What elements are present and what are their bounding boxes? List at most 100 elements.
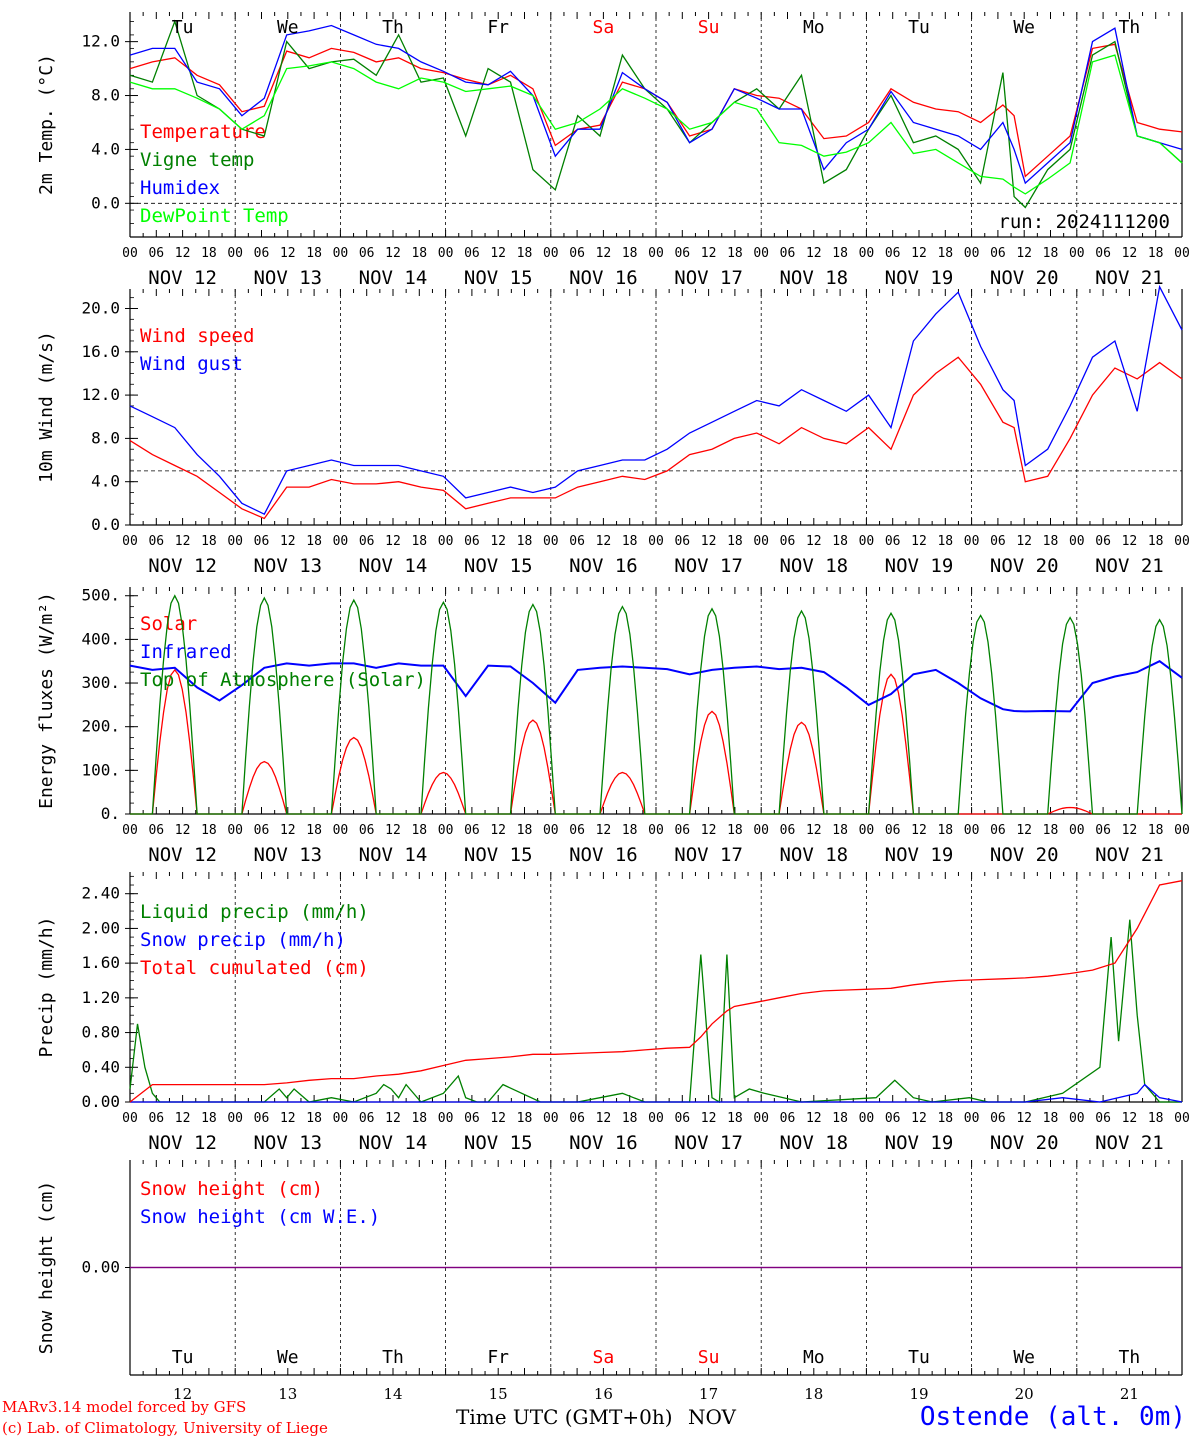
hour-tick-label: 18 bbox=[306, 823, 322, 838]
date-label: NOV 19 bbox=[885, 267, 954, 289]
hour-tick-label: 18 bbox=[622, 823, 638, 838]
date-label: NOV 17 bbox=[674, 267, 743, 289]
hour-tick-label: 12 bbox=[701, 246, 717, 261]
hour-tick-label: 06 bbox=[569, 1111, 585, 1126]
y-axis-label: 10m Wind (m/s) bbox=[36, 331, 57, 483]
month-label: NOV bbox=[688, 1405, 736, 1429]
hour-tick-label: 00 bbox=[1174, 823, 1190, 838]
date-label: NOV 18 bbox=[779, 844, 848, 866]
hour-tick-label: 06 bbox=[359, 246, 375, 261]
hour-tick-label: 00 bbox=[648, 1111, 664, 1126]
legend-entry: Total cumulated (cm) bbox=[140, 957, 369, 979]
date-label: NOV 13 bbox=[253, 844, 322, 866]
panel-5: 0.00 Snow height (cm) Snow height (cm) Snow… bbox=[36, 1160, 1183, 1403]
y-tick-label: 1.60 bbox=[81, 953, 120, 972]
hour-tick-label: 18 bbox=[201, 246, 217, 261]
hour-tick-label: 00 bbox=[438, 823, 454, 838]
hour-tick-label: 12 bbox=[596, 534, 612, 549]
hour-tick-label: 06 bbox=[254, 1111, 270, 1126]
hour-tick-label: 00 bbox=[1174, 534, 1190, 549]
hour-tick-label: 18 bbox=[832, 1111, 848, 1126]
hour-tick-label: 00 bbox=[1069, 246, 1085, 261]
date-label: NOV 21 bbox=[1095, 1132, 1164, 1154]
y-tick-label: 16.0 bbox=[81, 342, 120, 361]
hour-tick-label: 06 bbox=[1095, 1111, 1111, 1126]
hour-tick-label: 00 bbox=[753, 1111, 769, 1126]
hour-tick-label: 00 bbox=[859, 246, 875, 261]
hour-tick-label: 00 bbox=[122, 534, 138, 549]
station-label: Ostende (alt. 0m) bbox=[919, 1402, 1186, 1432]
y-tick-label: 2.00 bbox=[81, 918, 120, 937]
day-of-week-label: Th bbox=[382, 1347, 404, 1368]
hour-tick-label: 12 bbox=[490, 823, 506, 838]
hour-tick-label: 00 bbox=[859, 1111, 875, 1126]
date-label: NOV 15 bbox=[464, 555, 533, 577]
hour-tick-label: 00 bbox=[1174, 1111, 1190, 1126]
hour-tick-label: 00 bbox=[859, 823, 875, 838]
date-label: NOV 13 bbox=[253, 555, 322, 577]
hour-tick-label: 12 bbox=[280, 1111, 296, 1126]
hour-tick-label: 00 bbox=[1174, 246, 1190, 261]
y-tick-label: 4.0 bbox=[91, 139, 120, 158]
day-number-label: 16 bbox=[594, 1385, 613, 1403]
hour-tick-label: 12 bbox=[1016, 246, 1032, 261]
hour-tick-label: 18 bbox=[937, 1111, 953, 1126]
hour-tick-label: 18 bbox=[306, 1111, 322, 1126]
hour-tick-label: 18 bbox=[1148, 823, 1164, 838]
hour-tick-label: 12 bbox=[385, 534, 401, 549]
series-line-3 bbox=[129, 24, 1183, 185]
y-tick-label: 500. bbox=[81, 586, 120, 605]
y-tick-label: 400. bbox=[81, 629, 120, 648]
hour-tick-label: 00 bbox=[964, 246, 980, 261]
date-label: NOV 21 bbox=[1095, 267, 1164, 289]
hour-tick-label: 06 bbox=[254, 246, 270, 261]
hour-tick-label: 00 bbox=[753, 246, 769, 261]
hour-tick-label: 00 bbox=[333, 1111, 349, 1126]
hour-tick-label: 06 bbox=[990, 823, 1006, 838]
hour-tick-label: 12 bbox=[1122, 823, 1138, 838]
day-of-week-label: Mo bbox=[803, 17, 825, 38]
hour-tick-label: 18 bbox=[1043, 246, 1059, 261]
hour-tick-label: 18 bbox=[622, 534, 638, 549]
date-label: NOV 12 bbox=[148, 1132, 217, 1154]
day-of-week-label: We bbox=[277, 17, 299, 38]
hour-tick-label: 06 bbox=[464, 1111, 480, 1126]
hour-tick-label: 18 bbox=[411, 246, 427, 261]
y-tick-label: 8.0 bbox=[91, 86, 120, 105]
hour-tick-label: 06 bbox=[569, 823, 585, 838]
hour-tick-label: 06 bbox=[464, 823, 480, 838]
hour-tick-label: 06 bbox=[359, 1111, 375, 1126]
hour-tick-label: 06 bbox=[990, 246, 1006, 261]
hour-tick-label: 00 bbox=[964, 1111, 980, 1126]
y-tick-label: 0.40 bbox=[81, 1057, 120, 1076]
y-axis-label: Snow height (cm) bbox=[36, 1181, 57, 1354]
date-label: NOV 14 bbox=[359, 844, 428, 866]
legend-entry: Wind gust bbox=[140, 353, 243, 375]
day-of-week-label: Fr bbox=[487, 17, 509, 38]
date-label: NOV 19 bbox=[885, 844, 954, 866]
hour-tick-label: 18 bbox=[517, 246, 533, 261]
day-of-week-label: Su bbox=[698, 1347, 720, 1368]
hour-tick-label: 18 bbox=[727, 823, 743, 838]
day-of-week-label: Tu bbox=[172, 1347, 194, 1368]
hour-tick-label: 12 bbox=[490, 534, 506, 549]
y-tick-label: 0.00 bbox=[81, 1092, 120, 1111]
hour-tick-label: 00 bbox=[438, 1111, 454, 1126]
hour-tick-label: 00 bbox=[1069, 534, 1085, 549]
hour-tick-label: 18 bbox=[937, 534, 953, 549]
hour-tick-label: 18 bbox=[517, 823, 533, 838]
hour-tick-label: 18 bbox=[1148, 534, 1164, 549]
hour-tick-label: 06 bbox=[1095, 246, 1111, 261]
hour-tick-label: 18 bbox=[727, 1111, 743, 1126]
hour-tick-label: 06 bbox=[148, 246, 164, 261]
day-of-week-label: Tu bbox=[172, 17, 194, 38]
hour-tick-label: 06 bbox=[674, 246, 690, 261]
hour-tick-label: 18 bbox=[832, 823, 848, 838]
series-line-2 bbox=[129, 284, 1183, 516]
day-of-week-label: Mo bbox=[803, 1347, 825, 1368]
hour-tick-label: 00 bbox=[543, 1111, 559, 1126]
hour-tick-label: 06 bbox=[569, 534, 585, 549]
y-tick-label: 200. bbox=[81, 717, 120, 736]
hour-tick-label: 06 bbox=[780, 534, 796, 549]
hour-tick-label: 12 bbox=[1122, 246, 1138, 261]
